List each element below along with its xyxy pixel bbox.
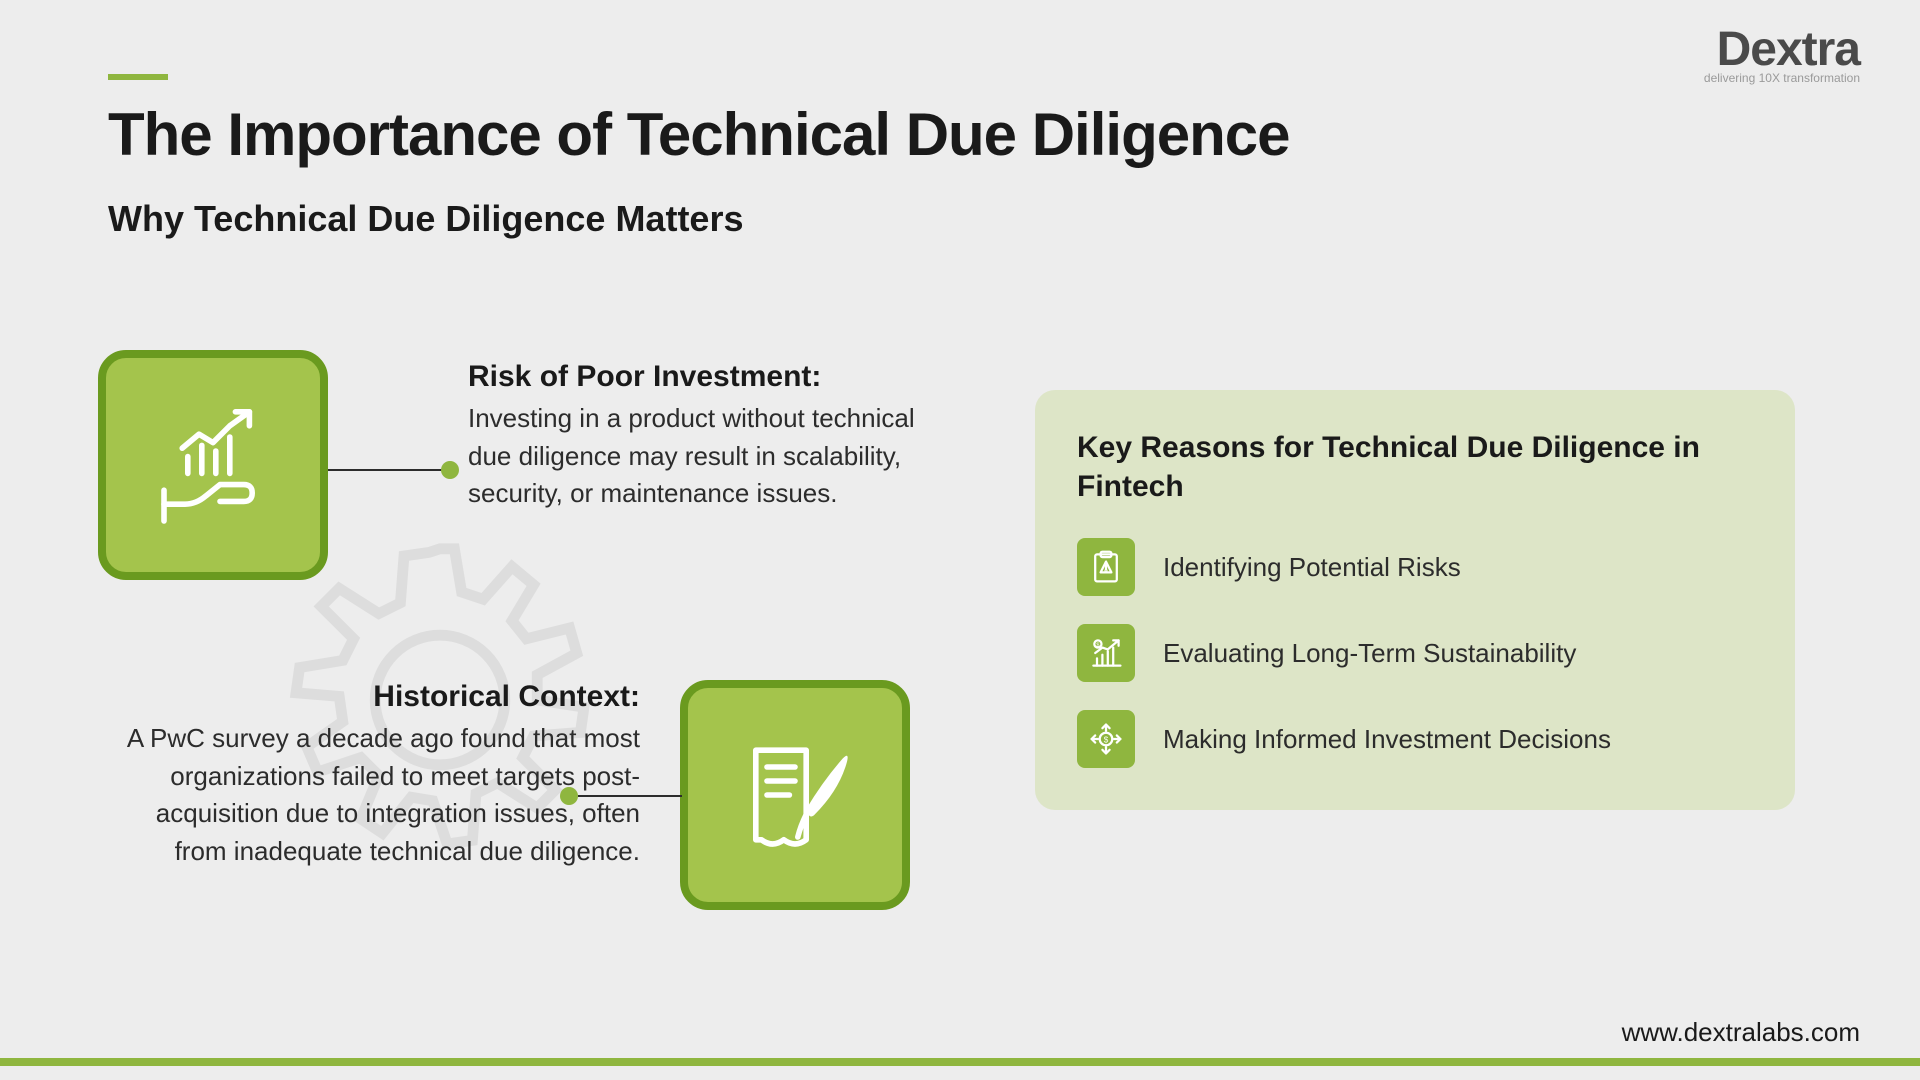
accent-bar — [108, 74, 168, 80]
panel-title: Key Reasons for Technical Due Diligence … — [1077, 428, 1753, 506]
clipboard-alert-icon — [1077, 538, 1135, 596]
history-body: A PwC survey a decade ago found that mos… — [100, 720, 640, 871]
connector-line-1 — [328, 460, 468, 480]
history-title: Historical Context: — [100, 680, 640, 714]
risk-text-block: Risk of Poor Investment: Investing in a … — [468, 360, 948, 513]
growth-chart-hand-icon — [143, 395, 283, 535]
reason-row: $ Evaluating Long-Term Sustainability — [1077, 624, 1753, 682]
brand-logo: Dextra delivering 10X transformation — [1704, 22, 1860, 85]
risk-body: Investing in a product without technical… — [468, 400, 948, 513]
logo-text: Dextra — [1704, 22, 1860, 77]
reason-text: Making Informed Investment Decisions — [1163, 724, 1611, 755]
footer-accent-line — [0, 1058, 1920, 1066]
reason-text: Identifying Potential Risks — [1163, 552, 1461, 583]
reason-text: Evaluating Long-Term Sustainability — [1163, 638, 1576, 669]
document-quill-icon — [725, 725, 865, 865]
svg-text:$: $ — [1096, 643, 1099, 649]
page-title: The Importance of Technical Due Diligenc… — [108, 100, 1289, 169]
history-text-block: Historical Context: A PwC survey a decad… — [100, 680, 640, 871]
reason-row: $ Making Informed Investment Decisions — [1077, 710, 1753, 768]
history-icon-box — [680, 680, 910, 910]
svg-text:$: $ — [1104, 736, 1109, 745]
logo-tagline: delivering 10X transformation — [1704, 71, 1860, 85]
growth-chart-icon: $ — [1077, 624, 1135, 682]
money-flow-icon: $ — [1077, 710, 1135, 768]
footer-url: www.dextralabs.com — [1622, 1017, 1860, 1048]
risk-title: Risk of Poor Investment: — [468, 360, 948, 394]
key-reasons-panel: Key Reasons for Technical Due Diligence … — [1035, 390, 1795, 810]
risk-icon-box — [98, 350, 328, 580]
reason-row: Identifying Potential Risks — [1077, 538, 1753, 596]
page-subtitle: Why Technical Due Diligence Matters — [108, 198, 743, 240]
